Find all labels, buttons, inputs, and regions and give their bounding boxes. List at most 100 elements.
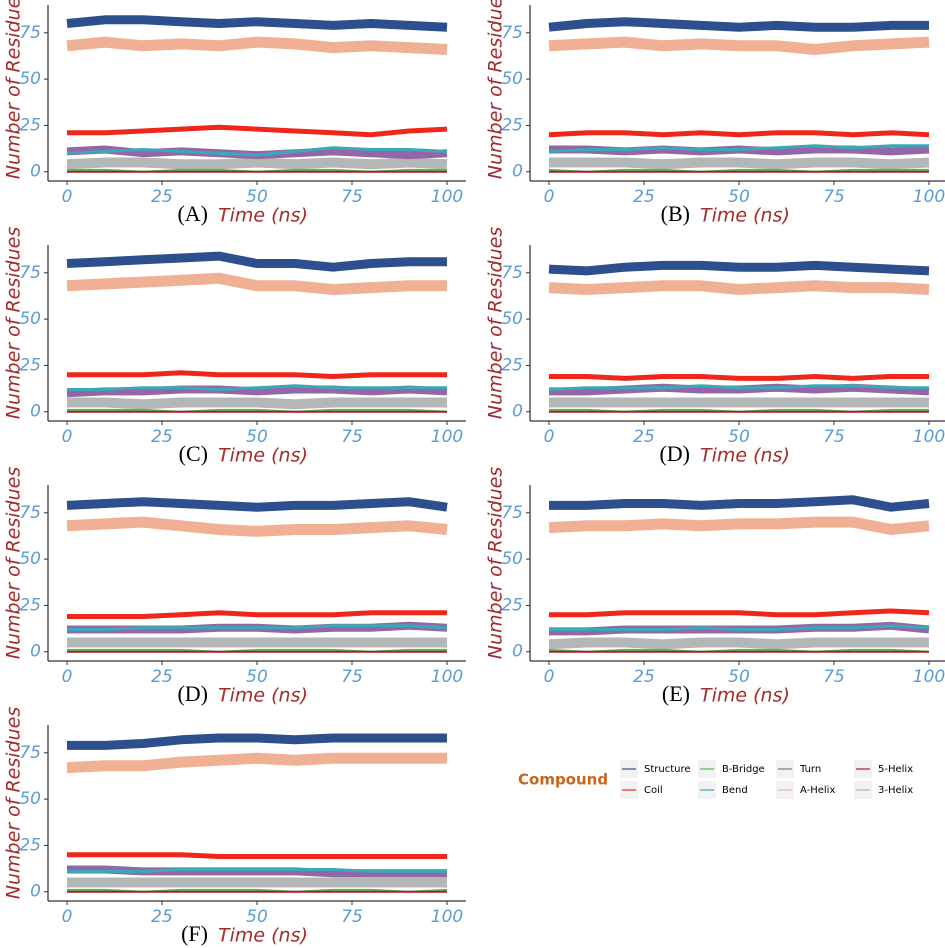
- series-line: [548, 516, 930, 535]
- series-line: [548, 130, 930, 138]
- y-tick-label: 25: [501, 355, 523, 375]
- panel: 0 25 50 75 0 25 50 75 100 Number of Residues (F) Ti…: [3, 707, 466, 947]
- series-line: [548, 17, 929, 32]
- y-tick-label: 25: [501, 595, 523, 615]
- x-tick-label: 50: [246, 667, 268, 687]
- x-tick-label: 50: [246, 187, 268, 207]
- y-tick-label: 0: [30, 402, 41, 422]
- y-tick-label: 25: [19, 115, 41, 135]
- series-line: [66, 516, 448, 537]
- y-axis-title: Number of Residues: [3, 227, 25, 420]
- series-line: [548, 384, 929, 391]
- x-tick-label: 25: [151, 187, 173, 207]
- x-tick-label: 75: [823, 667, 845, 687]
- x-tick-label: 0: [62, 427, 73, 447]
- y-tick-label: 25: [19, 595, 41, 615]
- x-tick-label: 100: [431, 187, 463, 207]
- series-line: [66, 36, 448, 55]
- panel: 0 25 50 75 0 25 50 75 100 Number of Residues (B) Ti…: [485, 0, 945, 227]
- x-tick-label: 25: [633, 667, 655, 687]
- x-axis-title: Time (ns): [700, 685, 790, 707]
- x-tick-label: 75: [823, 427, 845, 447]
- legend-label: A-Helix: [800, 785, 835, 796]
- series-line: [549, 608, 930, 618]
- x-tick-label: 50: [728, 187, 750, 207]
- panel: 0 25 50 75 0 25 50 75 100 Number of Residues (C) Ti…: [3, 227, 466, 467]
- series-line: [66, 272, 447, 295]
- series-line: [67, 733, 447, 750]
- series-line: [548, 280, 930, 295]
- x-tick-label: 0: [62, 187, 73, 207]
- y-tick-label: 50: [19, 69, 41, 89]
- y-tick-label: 75: [19, 743, 41, 763]
- x-tick-label: 75: [341, 907, 363, 927]
- legend-title: Compound: [518, 771, 608, 789]
- x-axis-title: Time (ns): [218, 205, 308, 227]
- series-line: [549, 383, 930, 396]
- legend-label: Coil: [644, 785, 663, 796]
- x-tick-label: 25: [633, 187, 655, 207]
- series-line: [549, 624, 930, 631]
- x-tick-label: 100: [431, 667, 463, 687]
- x-tick-label: 75: [823, 187, 845, 207]
- x-tick-label: 100: [913, 667, 945, 687]
- y-axis-title: Number of Residues: [3, 467, 25, 660]
- panel-label: (F): [181, 921, 208, 946]
- series-line: [66, 157, 448, 170]
- y-tick-label: 75: [19, 503, 41, 523]
- x-tick-label: 0: [544, 427, 555, 447]
- panel: 0 25 50 75 0 25 50 75 100 Number of Residues (D) Ti…: [3, 467, 466, 707]
- panel: 0 25 50 75 0 25 50 75 100 Number of Residues (D) Ti…: [485, 227, 945, 467]
- y-tick-label: 50: [19, 549, 41, 569]
- x-axis-title: Time (ns): [700, 445, 790, 467]
- panel: 0 25 50 75 0 25 50 75 100 Number of Residues (A) Ti…: [3, 0, 466, 227]
- x-tick-label: 100: [913, 427, 945, 447]
- x-tick-label: 100: [431, 907, 463, 927]
- x-axis-title: Time (ns): [218, 925, 308, 947]
- y-tick-label: 75: [19, 23, 41, 43]
- x-tick-label: 100: [913, 187, 945, 207]
- series-line: [67, 610, 447, 619]
- y-tick-label: 25: [19, 835, 41, 855]
- series-line: [66, 385, 448, 398]
- y-tick-label: 0: [30, 642, 41, 662]
- panel-label: (C): [179, 441, 208, 466]
- y-tick-label: 0: [512, 402, 523, 422]
- panel-label: (E): [662, 681, 690, 706]
- series-line: [66, 146, 448, 157]
- legend: Structure Coil B-Bridge Bend Turn A-Helix 5-He…: [620, 760, 913, 799]
- y-tick-label: 0: [30, 882, 41, 902]
- x-tick-label: 50: [246, 427, 268, 447]
- series-line: [548, 648, 930, 653]
- y-axis-title: Number of Residues: [485, 467, 507, 660]
- x-axis-title: Time (ns): [218, 685, 308, 707]
- y-tick-label: 25: [501, 115, 523, 135]
- y-tick-label: 0: [30, 162, 41, 182]
- series-line: [67, 624, 448, 631]
- panel: 0 25 50 75 0 25 50 75 100 Number of Residues (E) Ti…: [485, 467, 945, 707]
- legend-label: 3-Helix: [878, 785, 913, 796]
- x-axis-title: Time (ns): [218, 445, 308, 467]
- series-line: [548, 144, 929, 153]
- y-tick-label: 50: [19, 789, 41, 809]
- legend-label: Bend: [722, 785, 748, 796]
- x-tick-label: 75: [341, 667, 363, 687]
- y-axis-title: Number of Residues: [3, 707, 25, 900]
- series-line: [67, 852, 447, 859]
- x-tick-label: 25: [151, 667, 173, 687]
- series-line: [548, 168, 929, 173]
- x-tick-label: 0: [544, 667, 555, 687]
- y-tick-label: 75: [501, 23, 523, 43]
- panel-label: (D): [659, 441, 690, 466]
- y-tick-label: 50: [501, 549, 523, 569]
- series-line: [549, 157, 930, 170]
- x-tick-label: 0: [544, 187, 555, 207]
- x-tick-label: 50: [728, 667, 750, 687]
- series-line: [66, 497, 448, 512]
- x-tick-label: 25: [151, 427, 173, 447]
- x-tick-label: 100: [431, 427, 463, 447]
- series-line: [66, 251, 447, 272]
- series-line: [66, 15, 448, 32]
